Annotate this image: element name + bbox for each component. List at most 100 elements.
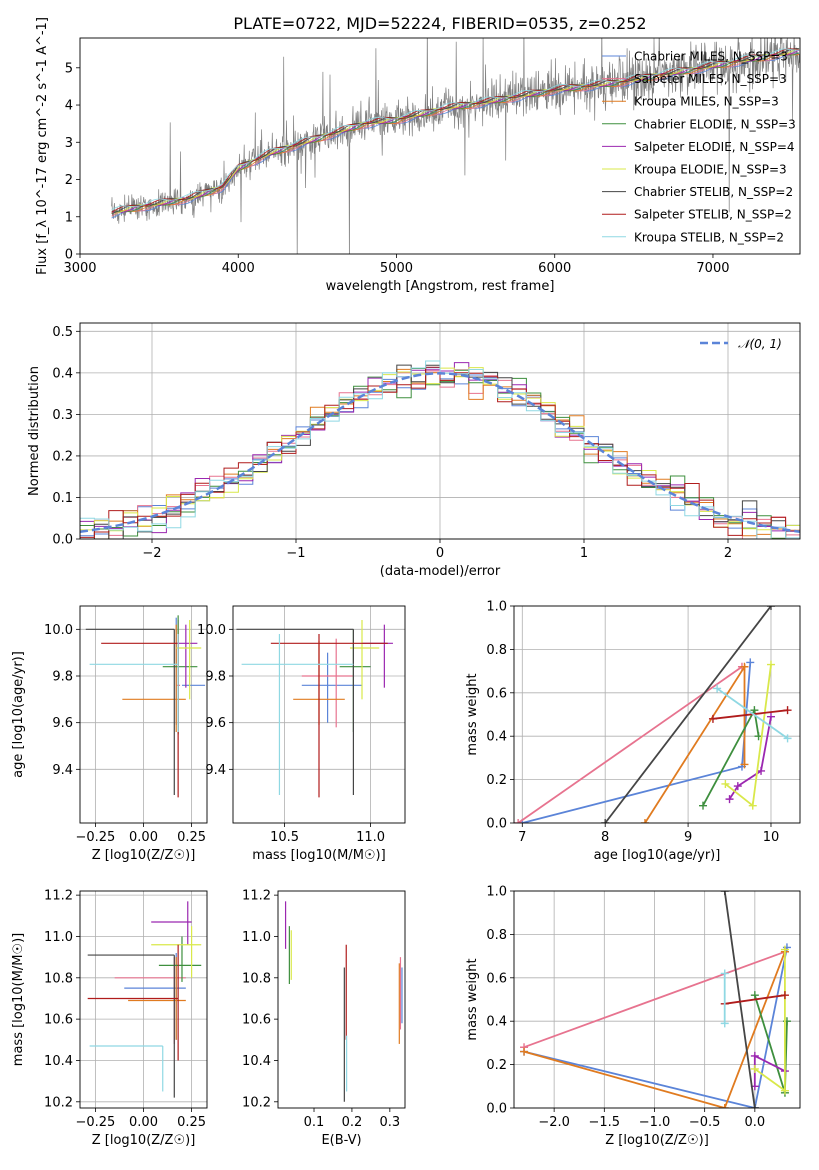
axes-frame-mass_vs_Z (79, 890, 208, 1109)
y-tick-label: 0.4 (486, 730, 507, 745)
x-tick-label: 0.3 (379, 1115, 400, 1130)
weight-point-kroupa_elodie (721, 779, 730, 788)
y-tick-label: 2 (65, 173, 73, 188)
weight-point-kroupa_elodie (766, 660, 775, 669)
y-tick-label: 9.4 (205, 763, 226, 778)
y-tick-label: 0.6 (486, 686, 507, 701)
x-tick-label: −0.5 (689, 1115, 721, 1130)
y-tick-label: 9.6 (52, 716, 73, 731)
weight-line-chabrier_stelib (723, 891, 756, 1108)
y-tick-label: 10.4 (242, 1054, 271, 1069)
x-axis-label: (data-model)/error (380, 564, 501, 579)
x-tick-label: −1.5 (589, 1115, 621, 1130)
y-tick-label: 0.6 (486, 971, 507, 986)
x-tick-label: 7 (518, 830, 526, 845)
y-tick-label: 10.2 (242, 1095, 271, 1110)
axes-mass_weight_vs_age: 7 8 9 10 0.0 0.2 0.4 0.6 0.8 1.0 age [log10(age/yr… (465, 600, 800, 863)
y-tick-label: 10.4 (44, 1054, 73, 1069)
y-tick-label: 1 (65, 210, 73, 225)
x-tick-label: −0.25 (75, 830, 115, 845)
weight-line-salpeter_elodie (728, 716, 772, 800)
axes-frame-spectrum (79, 37, 801, 255)
model-line-chabrier_stelib (111, 48, 800, 214)
y-tick-label: 9.4 (52, 763, 73, 778)
weight-point-kroupa_elodie (750, 1064, 759, 1073)
legend-label-chabrier_elodie: Chabrier ELODIE, N_SSP=3 (634, 117, 796, 131)
legend-label-salpeter_stelib: Salpeter STELIB, N_SSP=2 (634, 208, 792, 222)
x-tick-label: 0.00 (129, 830, 158, 845)
weight-point-kroupa_miles (740, 662, 749, 671)
weight-line-kroupa_miles (523, 951, 786, 1108)
weight-line-salpeter_stelib (724, 994, 786, 1005)
x-tick-label: −0.25 (75, 1115, 115, 1130)
y-axis-label: mass [log10(M/M☉)] (11, 933, 26, 1066)
x-tick-label: 8 (601, 830, 609, 845)
axes-frame-mass_vs_EBV (277, 890, 406, 1109)
figure-title: PLATE=0722, MJD=52224, FIBERID=0535, z=0… (233, 14, 646, 33)
x-tick-label: 9 (684, 830, 692, 845)
y-tick-label: 0.4 (486, 1015, 507, 1030)
x-tick-label: 3000 (63, 261, 96, 276)
x-tick-label: 0.25 (177, 830, 206, 845)
normal-distribution-curve (80, 372, 800, 533)
y-axis-label: mass weight (465, 673, 480, 755)
weight-line-chabrier_stelib (604, 606, 772, 823)
y-axis-label: Normed distribution (27, 366, 42, 496)
y-tick-label: 10.2 (44, 1095, 73, 1110)
x-tick-label: −2.0 (538, 1115, 570, 1130)
errorbars-age_vs_Z (85, 615, 206, 798)
x-tick-label: 10 (763, 830, 780, 845)
x-tick-label: 4000 (222, 261, 255, 276)
weight-point-chabrier_stelib (766, 606, 775, 610)
chart-layer: 3000 4000 5000 6000 7000 0 1 2 3 4 5 wavelength [An… (11, 17, 801, 1148)
weight-point-kroupa_miles (740, 760, 749, 769)
x-tick-label: 0.00 (129, 1115, 158, 1130)
x-tick-label: −2 (142, 546, 161, 561)
y-tick-label: 11.0 (44, 930, 73, 945)
x-tick-label: −1.0 (639, 1115, 671, 1130)
weight-point-kroupa_stelib (720, 969, 729, 978)
axes-frame-mass_weight_vs_age (513, 605, 801, 824)
axes-frame-mass_weight_vs_Z (513, 890, 801, 1109)
y-tick-label: 10.0 (197, 623, 226, 638)
y-tick-label: 0.0 (486, 1102, 507, 1117)
weight-point-chabrier_stelib (750, 1104, 759, 1108)
spectrum-lines (111, 38, 800, 254)
y-tick-label: 0.2 (486, 773, 507, 788)
weight-line-salpeter_stelib (712, 709, 788, 720)
x-tick-label: 0.25 (177, 1115, 206, 1130)
axes-frame-age_vs_mass (232, 605, 406, 824)
y-tick-label: 4 (65, 99, 73, 114)
y-axis-label: age [log10(age/yr)] (11, 651, 26, 778)
x-tick-label: 0.1 (304, 1115, 325, 1130)
x-axis-label: age [log10(age/yr)] (594, 848, 721, 863)
y-tick-label: 10.0 (44, 623, 73, 638)
y-tick-label: 10.8 (44, 971, 73, 986)
weight-point-chabrier_stelib (601, 819, 610, 823)
axes-mass_vs_EBV: 0.1 0.2 0.3 10.2 10.4 10.6 10.8 11.0 11.2 E(B-V) (242, 889, 400, 1148)
legend-label-salpeter_miles: Salpeter MILES, N_SSP=3 (634, 72, 787, 86)
weight-point-kroupa_miles (640, 819, 649, 823)
x-tick-label: 0.2 (342, 1115, 363, 1130)
x-tick-label: 11.0 (356, 830, 385, 845)
weight-line-salpeter_miles (523, 950, 786, 1049)
histogram-steps (80, 360, 800, 539)
legend-label-normal: 𝒩(0, 1) (738, 337, 782, 351)
y-tick-label: 0.4 (52, 366, 73, 381)
y-tick-label: 0.2 (486, 1058, 507, 1073)
x-axis-label: mass [log10(M/M☉)] (252, 848, 385, 863)
y-tick-label: 11.2 (242, 889, 271, 904)
x-tick-label: 10.5 (270, 830, 299, 845)
x-tick-label: 5000 (380, 261, 413, 276)
legend-label-kroupa_miles: Kroupa MILES, N_SSP=3 (634, 95, 779, 109)
y-tick-label: 0.2 (52, 449, 73, 464)
y-tick-label: 10.6 (44, 1013, 73, 1028)
y-tick-label: 5 (65, 61, 73, 76)
errorbars-mass_vs_EBV (284, 901, 403, 1102)
x-tick-label: 0 (436, 546, 444, 561)
weight-lines-mass_weight_vs_Z (520, 891, 791, 1108)
x-tick-label: 0.0 (744, 1115, 765, 1130)
weight-point-chabrier_elodie (750, 706, 759, 715)
